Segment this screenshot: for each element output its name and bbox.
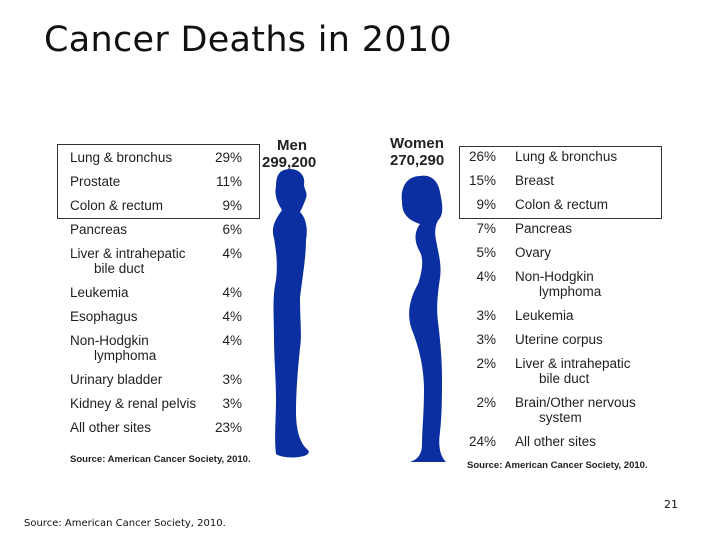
men-category-line1: All other sites bbox=[70, 420, 152, 435]
men-category-line1: Esophagus bbox=[70, 309, 138, 324]
men-category-label: Urinary bladder bbox=[70, 372, 162, 387]
page-number: 21 bbox=[664, 498, 678, 511]
men-category-label: Kidney & renal pelvis bbox=[70, 396, 196, 411]
women-category-label: Colon & rectum bbox=[515, 197, 608, 212]
women-category-line1: Non-Hodgkin bbox=[515, 269, 594, 284]
women-category-line2: system bbox=[539, 410, 582, 425]
female-silhouette-icon bbox=[401, 175, 446, 462]
men-category-line1: Kidney & renal pelvis bbox=[70, 396, 197, 411]
women-total: 270,290 bbox=[390, 152, 445, 169]
men-category-label: Esophagus bbox=[70, 309, 138, 324]
men-category-label: Leukemia bbox=[70, 285, 129, 300]
men-category-line1: Colon & rectum bbox=[70, 198, 164, 213]
men-percent-value: 23% bbox=[214, 420, 242, 435]
men-percent-value: 4% bbox=[222, 309, 242, 324]
men-top3-box bbox=[57, 144, 260, 219]
men-percent-value: 11% bbox=[215, 174, 242, 189]
women-category-line1: Breast bbox=[515, 173, 555, 188]
men-category-label: Non-Hodgkin lymphoma bbox=[70, 333, 156, 363]
women-percent-value: 9% bbox=[476, 197, 496, 212]
men-figure-source: Source: American Cancer Society, 2010. bbox=[70, 454, 251, 465]
men-category-line1: Non-Hodgkin bbox=[70, 333, 149, 348]
women-category-line2: bile duct bbox=[539, 371, 590, 386]
women-title: Women bbox=[390, 135, 444, 152]
men-category-label: All other sites bbox=[70, 420, 151, 435]
women-top3-box bbox=[459, 146, 662, 219]
slide-source: Source: American Cancer Society, 2010. bbox=[24, 518, 226, 529]
men-percent-value: 4% bbox=[222, 246, 242, 261]
women-percent-value: 4% bbox=[476, 269, 496, 284]
men-title: Men bbox=[277, 137, 307, 154]
women-category-line1: Ovary bbox=[515, 245, 552, 260]
women-category-line1: Pancreas bbox=[515, 221, 573, 236]
men-header: Men 299,200 bbox=[262, 137, 316, 171]
male-body bbox=[272, 168, 309, 458]
women-category-line1: Colon & rectum bbox=[515, 197, 609, 212]
men-percent-value: 3% bbox=[222, 372, 242, 387]
men-percent-value: 9% bbox=[222, 198, 242, 213]
men-category-line1: Pancreas bbox=[70, 222, 128, 237]
men-percent-value: 3% bbox=[222, 396, 242, 411]
women-category-line2: lymphoma bbox=[539, 284, 602, 299]
men-category-line1: Leukemia bbox=[70, 285, 129, 300]
men-category-line2: lymphoma bbox=[94, 348, 157, 363]
women-category-label: All other sites bbox=[515, 434, 596, 449]
men-category-line1: Liver & intrahepatic bbox=[70, 246, 186, 261]
women-category-label: Uterine corpus bbox=[515, 332, 603, 347]
men-category-label: Lung & bronchus bbox=[70, 150, 172, 165]
women-percent-value: 5% bbox=[476, 245, 496, 260]
men-category-line1: Lung & bronchus bbox=[70, 150, 173, 165]
women-category-line1: Lung & bronchus bbox=[515, 149, 618, 164]
women-percent-value: 7% bbox=[476, 221, 496, 236]
women-category-label: Ovary bbox=[515, 245, 551, 260]
women-header: Women 270,290 bbox=[390, 135, 444, 169]
women-category-label: Breast bbox=[515, 173, 554, 188]
women-percent-value: 3% bbox=[476, 332, 496, 347]
men-category-label: Liver & intrahepatic bile duct bbox=[70, 246, 186, 276]
male-silhouette-icon bbox=[272, 168, 309, 458]
women-category-label: Leukemia bbox=[515, 308, 574, 323]
women-category-label: Non-Hodgkin lymphoma bbox=[515, 269, 601, 299]
women-percent-value: 3% bbox=[476, 308, 496, 323]
women-percent-value: 24% bbox=[468, 434, 496, 449]
men-total: 299,200 bbox=[262, 154, 317, 171]
women-category-label: Pancreas bbox=[515, 221, 572, 236]
men-percent-value: 4% bbox=[222, 285, 242, 300]
women-category-label: Brain/Other nervous system bbox=[515, 395, 636, 425]
women-category-line1: Leukemia bbox=[515, 308, 574, 323]
women-figure-source: Source: American Cancer Society, 2010. bbox=[467, 460, 648, 471]
men-category-label: Colon & rectum bbox=[70, 198, 163, 213]
men-percent-value: 29% bbox=[214, 150, 242, 165]
women-percent-value: 2% bbox=[476, 395, 496, 410]
men-category-line1: Prostate bbox=[70, 174, 121, 189]
women-category-line1: Liver & intrahepatic bbox=[515, 356, 631, 371]
men-category-label: Prostate bbox=[70, 174, 120, 189]
slide-title: Cancer Deaths in 2010 bbox=[44, 20, 452, 60]
men-category-label: Pancreas bbox=[70, 222, 127, 237]
women-category-label: Lung & bronchus bbox=[515, 149, 617, 164]
women-category-line1: All other sites bbox=[515, 434, 597, 449]
women-category-line1: Brain/Other nervous bbox=[515, 395, 636, 410]
women-category-line1: Uterine corpus bbox=[515, 332, 603, 347]
women-percent-value: 15% bbox=[468, 173, 496, 188]
men-percent-value: 4% bbox=[222, 333, 242, 348]
women-category-label: Liver & intrahepatic bile duct bbox=[515, 356, 631, 386]
men-percent-value: 6% bbox=[222, 222, 242, 237]
female-body bbox=[401, 175, 446, 462]
men-category-line1: Urinary bladder bbox=[70, 372, 163, 387]
women-percent-value: 2% bbox=[476, 356, 496, 371]
men-category-line2: bile duct bbox=[94, 261, 145, 276]
women-percent-value: 26% bbox=[468, 149, 496, 164]
